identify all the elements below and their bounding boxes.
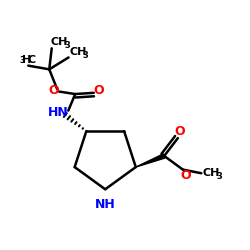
Text: CH: CH — [203, 168, 220, 178]
Text: O: O — [94, 84, 104, 97]
Text: O: O — [174, 126, 185, 138]
Text: C: C — [28, 55, 36, 65]
Text: O: O — [48, 84, 58, 97]
Text: 3: 3 — [83, 51, 89, 60]
Text: CH: CH — [69, 47, 86, 57]
Text: H: H — [22, 55, 32, 65]
Text: HN: HN — [48, 106, 68, 119]
Text: NH: NH — [95, 198, 116, 210]
Text: O: O — [180, 170, 190, 182]
Text: 3: 3 — [20, 56, 26, 65]
Text: 3: 3 — [217, 172, 222, 181]
Text: 3: 3 — [65, 41, 70, 50]
Polygon shape — [136, 154, 165, 167]
Text: CH: CH — [51, 37, 68, 47]
